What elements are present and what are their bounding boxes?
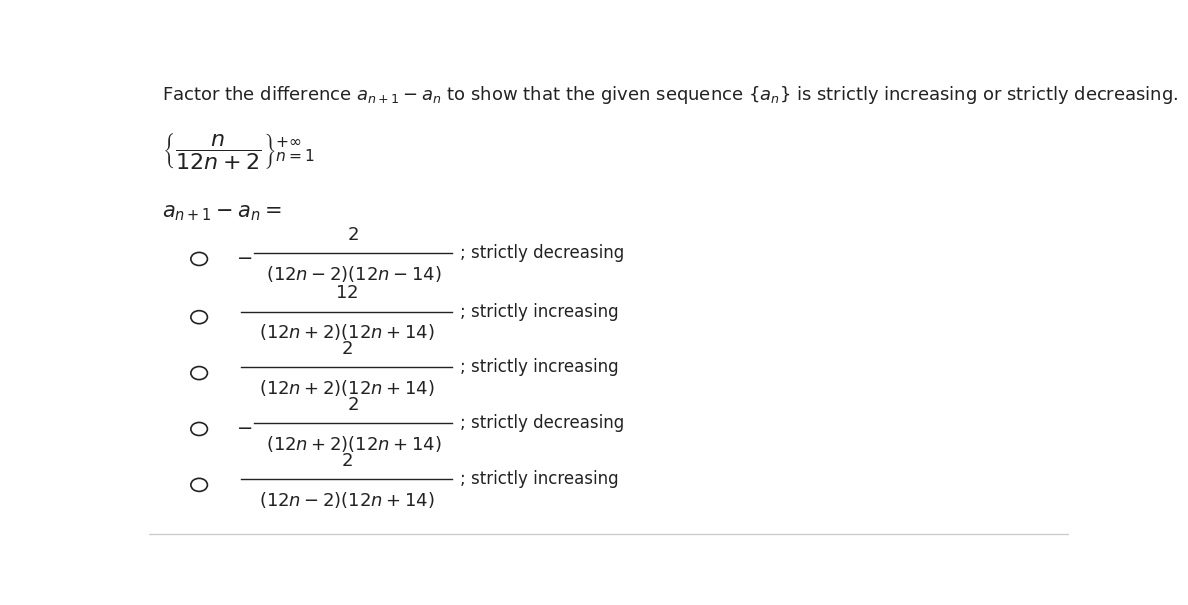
Text: $a_{n+1} - a_n =$: $a_{n+1} - a_n =$ bbox=[163, 203, 282, 223]
Text: ; strictly increasing: ; strictly increasing bbox=[460, 302, 618, 321]
Text: $-$: $-$ bbox=[236, 247, 252, 266]
Text: ; strictly increasing: ; strictly increasing bbox=[460, 359, 618, 376]
Text: $2$: $2$ bbox=[341, 340, 353, 358]
Text: $12$: $12$ bbox=[335, 284, 358, 302]
Text: $-$: $-$ bbox=[236, 417, 252, 436]
Text: ; strictly decreasing: ; strictly decreasing bbox=[460, 244, 624, 263]
Text: ; strictly decreasing: ; strictly decreasing bbox=[460, 414, 624, 433]
Text: $2$: $2$ bbox=[341, 452, 353, 469]
Text: $2$: $2$ bbox=[347, 396, 359, 414]
Text: Factor the difference $a_{n+1} - a_n$ to show that the given sequence $\{a_n\}$ : Factor the difference $a_{n+1} - a_n$ to… bbox=[163, 84, 1178, 106]
Text: $(12n - 2)(12n + 14)$: $(12n - 2)(12n + 14)$ bbox=[259, 490, 435, 510]
Text: $2$: $2$ bbox=[347, 226, 359, 244]
Text: $(12n + 2)(12n + 14)$: $(12n + 2)(12n + 14)$ bbox=[259, 322, 435, 342]
Text: $\left\{\dfrac{n}{12n+2}\right\}_{n=1}^{+\infty}$: $\left\{\dfrac{n}{12n+2}\right\}_{n=1}^{… bbox=[163, 131, 316, 171]
Text: $(12n - 2)(12n - 14)$: $(12n - 2)(12n - 14)$ bbox=[265, 264, 441, 284]
Text: ; strictly increasing: ; strictly increasing bbox=[460, 470, 618, 488]
Text: $(12n + 2)(12n + 14)$: $(12n + 2)(12n + 14)$ bbox=[259, 378, 435, 398]
Text: $(12n + 2)(12n + 14)$: $(12n + 2)(12n + 14)$ bbox=[265, 434, 441, 454]
